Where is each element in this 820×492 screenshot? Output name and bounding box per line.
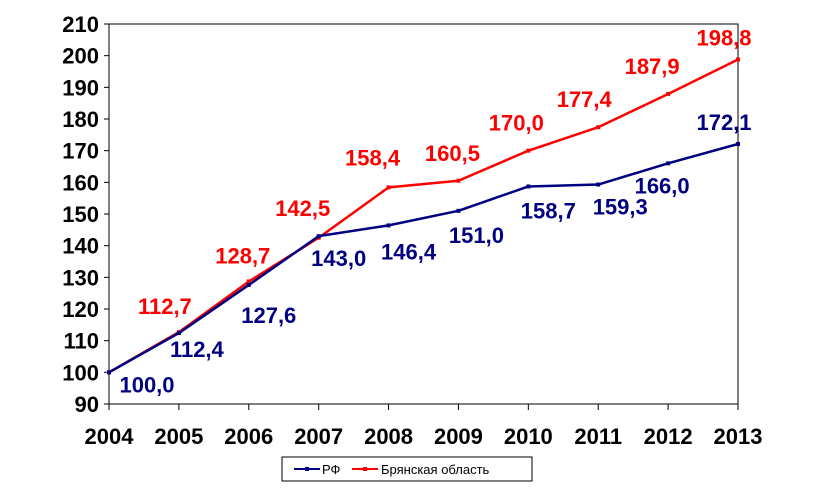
data-point-rf [736,142,740,147]
data-point-rf [246,282,251,287]
data-label-bryansk: 198,8 [696,25,751,50]
legend-box [281,456,533,482]
y-tick-label: 100 [62,360,99,385]
series-line-bryansk [108,58,739,374]
data-label-rf: 146,4 [381,239,437,264]
legend-marker-bryansk [363,467,367,471]
data-point-rf [316,234,321,239]
legend: РФ Брянская область [281,456,533,482]
data-point-rf [666,161,671,166]
data-point-rf [176,331,181,336]
x-tick-label: 2006 [224,424,273,449]
data-point-rf [526,184,531,189]
y-tick-label: 130 [62,265,99,290]
y-tick-label: 160 [62,170,99,195]
data-label-bryansk: 158,4 [345,145,401,170]
data-label-rf: 143,0 [311,246,366,271]
data-label-bryansk: 142,5 [275,196,330,221]
y-tick-label: 200 [62,44,99,69]
y-tick-label: 90 [75,392,99,417]
y-tick-label: 140 [62,234,99,259]
y-axis: 90 100 110 120 130 140 150 160 170 180 190 200 210 [62,12,109,417]
data-point-bryansk [596,125,601,130]
x-tick-label: 2010 [504,424,553,449]
data-point-bryansk [386,185,391,190]
legend-label-rf: РФ [322,462,341,477]
data-point-rf [596,182,601,187]
data-label-rf: 158,7 [521,198,576,223]
data-label-rf: 112,4 [170,337,225,362]
x-tick-label: 2008 [364,424,413,449]
x-tick-label: 2009 [434,424,483,449]
x-tick-label: 2011 [574,424,622,449]
data-label-bryansk: 160,5 [425,141,480,166]
x-tick-label: 2012 [644,424,693,449]
data-point-rf [386,223,391,228]
y-tick-label: 170 [62,139,99,164]
data-label-rf: 166,0 [635,173,690,198]
y-tick-label: 150 [62,202,99,227]
data-point-rf [107,370,111,375]
y-tick-label: 120 [62,297,99,322]
series-line-rf [108,142,739,374]
data-label-bryansk: 112,7 [138,294,192,319]
data-label-bryansk: 187,9 [625,54,680,79]
data-label-rf: 159,3 [593,195,648,220]
x-axis: 2004 2005 2006 2007 2008 2009 2010 2011 2012 2013 [85,404,763,449]
legend-marker-rf [305,467,309,471]
data-label-rf: 127,6 [241,303,296,328]
data-label-rf: 172,1 [696,110,751,135]
data-label-bryansk: 170,0 [489,111,544,136]
x-tick-label: 2013 [714,424,763,449]
y-tick-label: 180 [62,107,99,132]
data-point-bryansk [666,91,671,96]
data-label-rf: 100,0 [119,372,174,397]
series-lines [107,57,740,375]
data-label-bryansk: 128,7 [215,243,270,268]
y-tick-label: 110 [64,329,100,354]
data-point-rf [456,208,461,213]
data-labels: 100,0 112,4 127,6 143,0 146,4 151,0 158,7 159,3… [119,25,751,397]
legend-label-bryansk: Брянская область [381,462,490,477]
x-tick-label: 2005 [154,424,203,449]
data-point-bryansk [246,279,251,284]
x-tick-label: 2007 [294,424,343,449]
data-label-rf: 151,0 [449,223,504,248]
data-point-bryansk [456,178,461,183]
data-point-bryansk [526,148,531,153]
y-tick-label: 210 [62,12,99,37]
data-point-bryansk [736,57,740,62]
y-tick-label: 190 [62,75,99,100]
data-label-bryansk: 177,4 [557,87,613,112]
x-tick-label: 2004 [85,424,135,449]
